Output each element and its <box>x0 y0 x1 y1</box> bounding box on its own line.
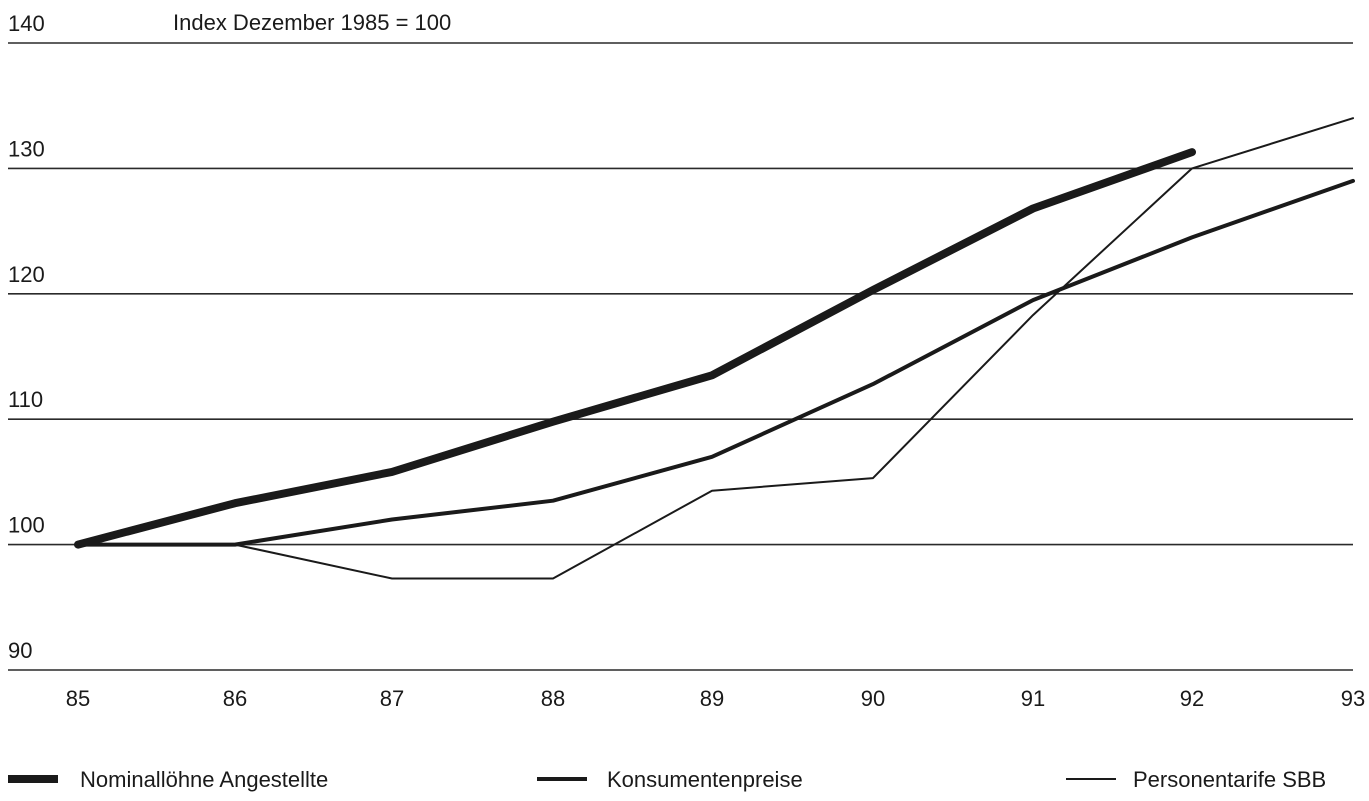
x-tick-label: 86 <box>223 686 247 711</box>
y-tick-label: 130 <box>8 136 45 161</box>
series-line-3 <box>77 117 1354 580</box>
y-tick-label: 120 <box>8 262 45 287</box>
gridlines <box>8 42 1353 671</box>
x-tick-label: 89 <box>700 686 724 711</box>
y-tick-label: 100 <box>8 513 45 538</box>
legend-label: Personentarife SBB <box>1133 767 1326 792</box>
legend-label: Konsumentenpreise <box>607 767 803 792</box>
x-tick-label: 85 <box>66 686 90 711</box>
y-tick-label: 110 <box>8 387 43 412</box>
index-base-annotation: Index Dezember 1985 = 100 <box>173 10 451 35</box>
x-axis-tick-labels: 85 86 87 88 89 90 91 92 93 <box>66 686 1365 711</box>
legend: Nominallöhne Angestellte Konsumentenpreis… <box>8 767 1326 792</box>
series-line-1 <box>74 148 1196 549</box>
x-tick-label: 87 <box>380 686 404 711</box>
series-lines <box>74 117 1355 580</box>
y-tick-label: 140 <box>8 11 45 36</box>
x-tick-label: 92 <box>1180 686 1204 711</box>
legend-label: Nominallöhne Angestellte <box>80 767 328 792</box>
x-tick-label: 93 <box>1341 686 1365 711</box>
x-tick-label: 88 <box>541 686 565 711</box>
x-tick-label: 91 <box>1021 686 1045 711</box>
y-axis-tick-labels: 90 100 110 120 130 140 <box>8 11 45 663</box>
x-tick-label: 90 <box>861 686 885 711</box>
y-tick-label: 90 <box>8 638 32 663</box>
series-line-2 <box>76 178 1355 547</box>
